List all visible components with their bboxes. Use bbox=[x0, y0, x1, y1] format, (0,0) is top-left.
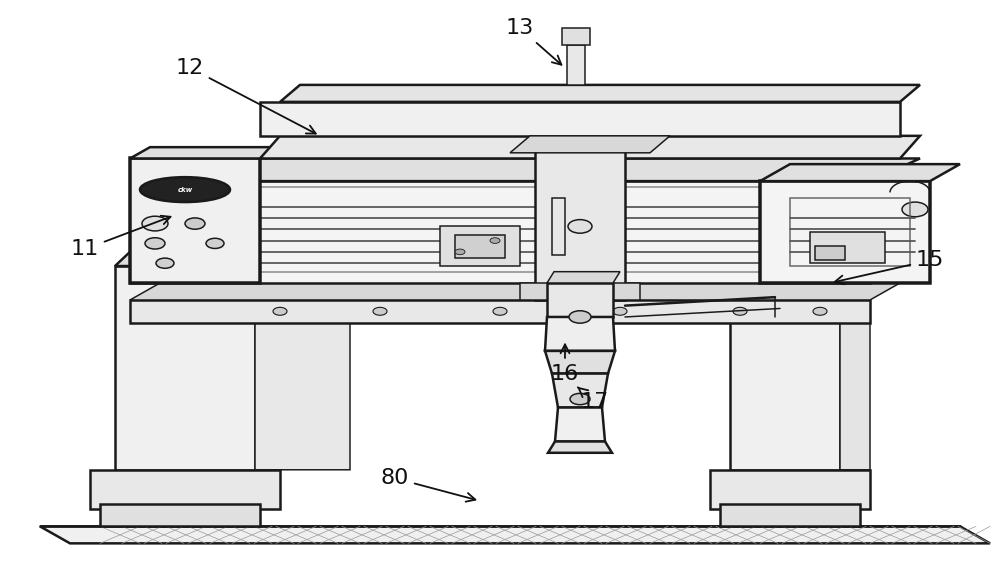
Circle shape bbox=[902, 202, 928, 217]
Polygon shape bbox=[810, 232, 885, 263]
Polygon shape bbox=[260, 136, 920, 158]
Circle shape bbox=[142, 216, 168, 231]
Circle shape bbox=[570, 393, 590, 405]
Text: 80: 80 bbox=[381, 468, 475, 501]
Polygon shape bbox=[840, 311, 870, 470]
Polygon shape bbox=[255, 266, 350, 470]
Polygon shape bbox=[440, 226, 520, 266]
Polygon shape bbox=[567, 45, 585, 85]
Polygon shape bbox=[115, 266, 255, 470]
Polygon shape bbox=[545, 317, 615, 351]
Polygon shape bbox=[520, 283, 640, 300]
Circle shape bbox=[373, 307, 387, 315]
Circle shape bbox=[490, 238, 500, 243]
Circle shape bbox=[613, 307, 627, 315]
Polygon shape bbox=[130, 158, 260, 283]
Circle shape bbox=[206, 238, 224, 248]
Text: 15: 15 bbox=[835, 250, 944, 284]
Polygon shape bbox=[547, 272, 620, 283]
Polygon shape bbox=[280, 85, 920, 102]
Text: 16: 16 bbox=[551, 344, 579, 384]
Circle shape bbox=[568, 220, 592, 233]
Polygon shape bbox=[562, 28, 590, 45]
Circle shape bbox=[145, 238, 165, 249]
Circle shape bbox=[156, 258, 174, 268]
Circle shape bbox=[569, 311, 591, 323]
Polygon shape bbox=[260, 102, 900, 136]
Polygon shape bbox=[100, 504, 260, 526]
Polygon shape bbox=[710, 470, 870, 509]
Polygon shape bbox=[40, 526, 990, 543]
Polygon shape bbox=[555, 408, 605, 441]
Ellipse shape bbox=[140, 177, 230, 202]
Circle shape bbox=[273, 307, 287, 315]
Text: 17: 17 bbox=[578, 387, 609, 412]
Polygon shape bbox=[760, 181, 930, 283]
Circle shape bbox=[455, 249, 465, 255]
Polygon shape bbox=[720, 504, 860, 526]
Polygon shape bbox=[510, 136, 670, 153]
Polygon shape bbox=[130, 300, 870, 323]
Polygon shape bbox=[130, 158, 920, 181]
Circle shape bbox=[493, 307, 507, 315]
Polygon shape bbox=[815, 246, 845, 260]
Polygon shape bbox=[552, 374, 608, 408]
Text: 12: 12 bbox=[176, 58, 316, 134]
Text: 13: 13 bbox=[506, 18, 561, 65]
Circle shape bbox=[185, 218, 205, 229]
Polygon shape bbox=[730, 311, 840, 470]
Polygon shape bbox=[90, 470, 280, 509]
Text: ckw: ckw bbox=[177, 187, 193, 192]
Polygon shape bbox=[545, 351, 615, 374]
Polygon shape bbox=[115, 252, 270, 266]
Circle shape bbox=[813, 307, 827, 315]
Polygon shape bbox=[760, 164, 960, 181]
Polygon shape bbox=[130, 181, 870, 283]
Polygon shape bbox=[130, 283, 900, 300]
Polygon shape bbox=[535, 142, 625, 300]
Text: 11: 11 bbox=[71, 216, 171, 259]
Circle shape bbox=[733, 307, 747, 315]
Polygon shape bbox=[547, 283, 613, 317]
Polygon shape bbox=[455, 235, 505, 258]
Polygon shape bbox=[130, 147, 280, 158]
Polygon shape bbox=[548, 441, 612, 453]
